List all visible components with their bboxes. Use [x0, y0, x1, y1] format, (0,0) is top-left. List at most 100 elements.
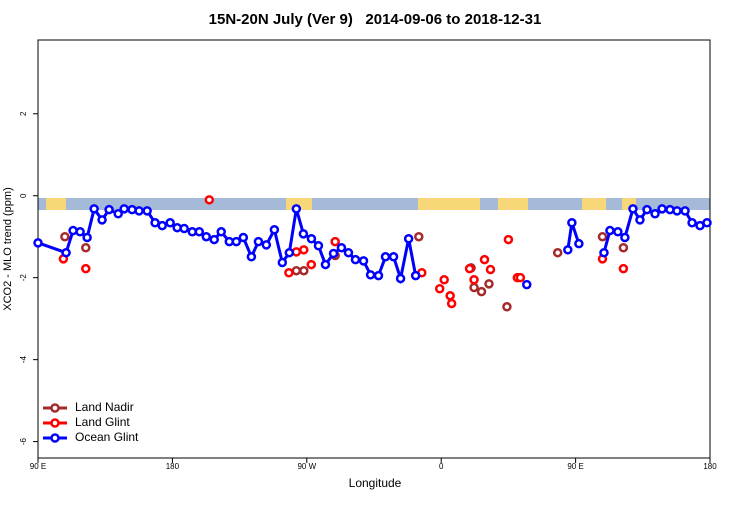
data-point: [502, 302, 512, 312]
data-point: [414, 231, 424, 242]
data-point: [336, 243, 347, 253]
data-point: [134, 206, 144, 216]
data-point: [60, 231, 70, 242]
data-point: [246, 252, 257, 262]
data-point: [574, 238, 584, 249]
data-point: [650, 209, 660, 219]
y-tick-label: 2: [19, 111, 28, 116]
data-point: [201, 231, 212, 242]
data-point: [439, 274, 449, 285]
legend-label: Land Glint: [75, 415, 130, 429]
plot-frame: [37, 39, 711, 459]
data-point: [165, 218, 175, 228]
x-tick-label: 0: [439, 462, 444, 471]
y-tick-label: -6: [19, 438, 28, 446]
data-point: [238, 232, 249, 243]
data-point: [269, 224, 280, 235]
data-point: [231, 236, 242, 247]
x-tick-label: 180: [703, 462, 717, 471]
data-point: [89, 204, 99, 214]
legend-label: Land Nadir: [75, 400, 134, 414]
data-point: [485, 264, 496, 275]
data-point: [567, 218, 577, 228]
data-point: [306, 259, 317, 270]
legend-marker: [50, 433, 60, 443]
data-point: [97, 215, 107, 225]
x-tick-label: 90 E: [567, 462, 583, 471]
data-point: [618, 263, 629, 274]
data-point: [522, 279, 532, 290]
data-point: [464, 263, 475, 274]
data-point: [403, 234, 414, 244]
data-point: [104, 204, 114, 215]
data-point: [476, 286, 487, 297]
data-point: [620, 232, 630, 243]
data-point: [599, 247, 609, 258]
data-point: [628, 204, 638, 214]
data-point: [328, 248, 339, 259]
data-point: [395, 273, 406, 284]
data-point: [373, 270, 384, 281]
data-point: [605, 225, 615, 236]
data-point: [618, 243, 629, 253]
data-point: [350, 254, 361, 265]
data-point: [687, 218, 697, 228]
data-point: [216, 227, 226, 237]
data-point: [484, 279, 494, 289]
data-point: [75, 227, 85, 237]
data-point: [358, 256, 369, 266]
data-point: [179, 223, 189, 234]
data-point: [313, 240, 324, 251]
data-point: [61, 247, 71, 258]
y-tick-label: -4: [19, 356, 28, 364]
data-point: [253, 236, 264, 247]
data-point: [82, 232, 92, 243]
data-point: [330, 236, 340, 247]
data-point: [635, 215, 645, 225]
data-point: [380, 252, 391, 262]
data-point: [702, 218, 712, 228]
data-point: [365, 270, 376, 280]
data-point: [113, 209, 123, 219]
data-point: [445, 290, 455, 301]
data-point: [343, 247, 354, 258]
data-point: [469, 282, 479, 293]
data-point: [261, 240, 272, 250]
y-axis-label: XCO2 - MLO trend (ppm): [2, 187, 14, 310]
data-point: [284, 247, 295, 258]
data-point: [515, 272, 526, 283]
data-point: [672, 206, 682, 216]
data-point: [298, 229, 309, 239]
data-point: [81, 263, 91, 274]
data-point: [194, 227, 205, 237]
data-point: [613, 227, 623, 237]
data-point: [597, 231, 608, 242]
data-point: [479, 254, 490, 265]
data-point: [446, 298, 457, 309]
data-point: [119, 204, 129, 214]
data-point: [81, 243, 91, 253]
x-axis-label: Longitude: [349, 476, 402, 490]
data-point: [299, 245, 309, 255]
data-point: [434, 284, 445, 294]
series-line: [37, 205, 708, 285]
data-point: [142, 206, 152, 216]
data-point: [277, 257, 288, 268]
data-point: [306, 234, 317, 244]
y-tick-label: -2: [19, 274, 28, 282]
data-point: [33, 238, 43, 248]
data-point: [680, 206, 690, 216]
data-point: [291, 265, 302, 276]
data-point: [291, 204, 302, 214]
chart-title: 15N-20N July (Ver 9) 2014-09-06 to 2018-…: [209, 11, 542, 28]
data-point: [204, 195, 215, 205]
data-point: [469, 274, 479, 285]
data-point: [320, 259, 331, 270]
x-tick-label: 180: [166, 462, 180, 471]
x-tick-label: 90 W: [297, 462, 316, 471]
legend-label: Ocean Glint: [75, 430, 139, 444]
data-point: [388, 252, 399, 262]
legend-marker: [50, 403, 60, 413]
data-point: [157, 220, 167, 231]
